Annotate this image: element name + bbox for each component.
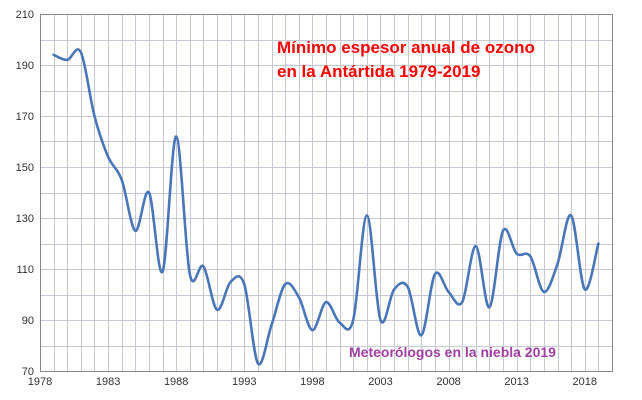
x-tick-label-2008: 2008 <box>436 376 460 388</box>
horizontal-gridlines <box>40 40 612 347</box>
y-tick-label-150: 150 <box>16 162 34 174</box>
x-tick-label-1988: 1988 <box>164 376 188 388</box>
y-tick-label-210: 210 <box>16 9 34 21</box>
x-tick-label-1998: 1998 <box>300 376 324 388</box>
y-tick-label-190: 190 <box>16 60 34 72</box>
y-tick-label-90: 90 <box>22 315 34 327</box>
x-tick-label-1978: 1978 <box>28 376 52 388</box>
y-tick-label-130: 130 <box>16 213 34 225</box>
chart-annotation: Meteorólogos en la niebla 2019 <box>349 344 556 360</box>
x-tick-label-2013: 2013 <box>504 376 528 388</box>
y-tick-label-70: 70 <box>22 366 34 378</box>
y-tick-label-170: 170 <box>16 111 34 123</box>
y-axis-tick-labels: 70 90 110 130 150 170 190 210 <box>16 9 34 378</box>
chart-title-line-1: Mínimo espesor anual de ozono <box>277 38 535 57</box>
y-tick-label-110: 110 <box>16 264 34 276</box>
x-tick-label-2003: 2003 <box>368 376 392 388</box>
x-axis-tick-labels: 1978 1983 1988 1993 1998 2003 2008 2013 2018 <box>28 376 597 388</box>
chart-title-line-2: en la Antártida 1979-2019 <box>277 62 480 81</box>
x-tick-label-2018: 2018 <box>573 376 597 388</box>
plot-area-border <box>40 14 613 372</box>
ozone-series-line <box>52 48 600 366</box>
x-tick-label-1983: 1983 <box>96 376 120 388</box>
x-tick-label-1993: 1993 <box>232 376 256 388</box>
